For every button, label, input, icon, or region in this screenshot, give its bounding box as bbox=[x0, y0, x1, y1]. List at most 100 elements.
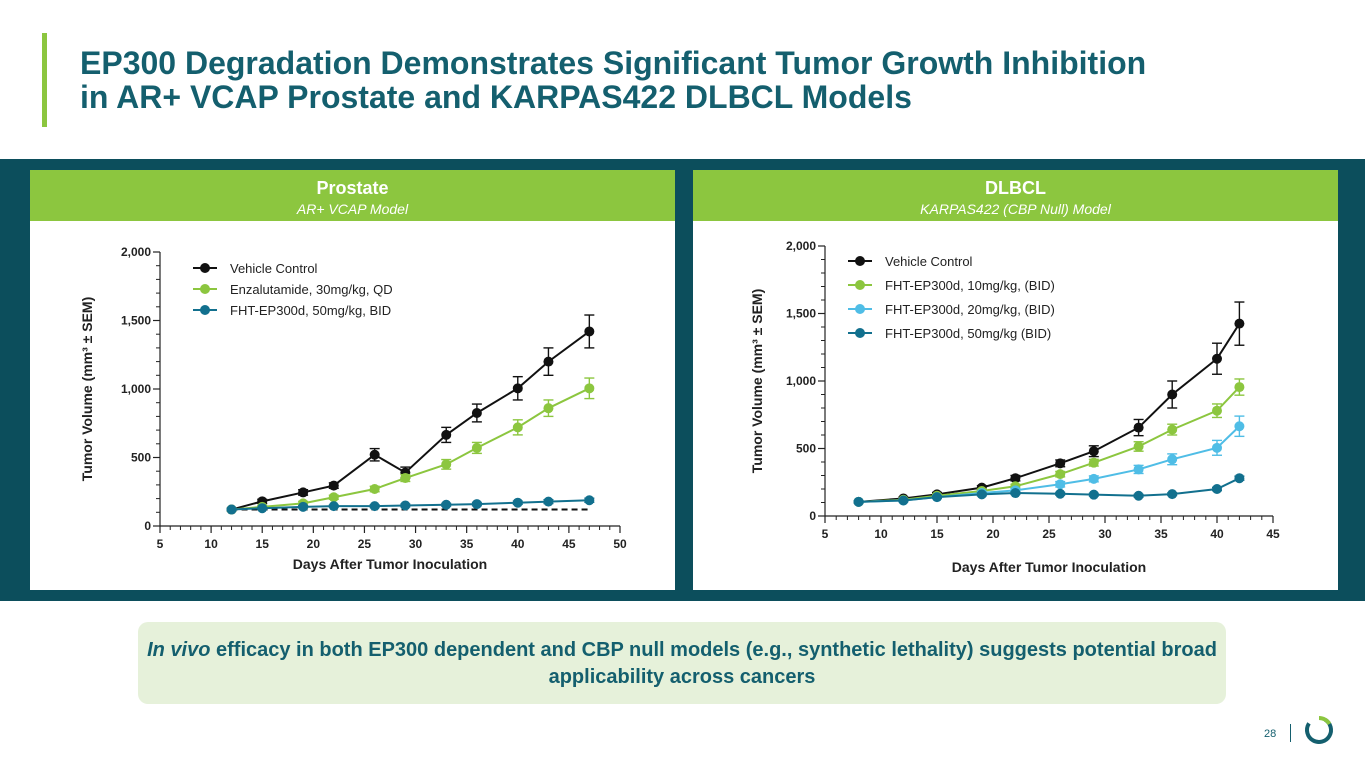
x-tick-label: 40 bbox=[511, 537, 525, 551]
data-point bbox=[328, 492, 339, 503]
data-point bbox=[441, 429, 452, 440]
dlbcl-panel-subtitle: KARPAS422 (CBP Null) Model bbox=[920, 201, 1111, 217]
data-point bbox=[853, 496, 864, 507]
x-axis-label: Days After Tumor Inoculation bbox=[293, 556, 487, 572]
y-tick-label: 1,000 bbox=[786, 374, 816, 388]
legend-label: Vehicle Control bbox=[230, 261, 318, 276]
data-point bbox=[584, 495, 595, 506]
legend-label: FHT-EP300d, 50mg/kg, BID bbox=[230, 303, 391, 318]
data-point bbox=[1133, 441, 1144, 452]
y-tick-label: 1,500 bbox=[786, 307, 816, 321]
series-line bbox=[858, 425, 1241, 503]
data-point bbox=[543, 356, 554, 367]
x-tick-label: 35 bbox=[460, 537, 474, 551]
callout-italic: In vivo bbox=[147, 639, 211, 661]
data-point bbox=[1088, 489, 1099, 500]
y-tick-label: 0 bbox=[809, 509, 816, 523]
x-tick-label: 40 bbox=[1210, 527, 1224, 541]
legend-marker bbox=[855, 328, 865, 338]
dlbcl-panel-title: DLBCL bbox=[985, 178, 1046, 198]
legend-label: Vehicle Control bbox=[885, 254, 973, 269]
data-point bbox=[1055, 469, 1066, 480]
prostate-panel-subtitle: AR+ VCAP Model bbox=[296, 201, 409, 217]
data-point bbox=[1212, 405, 1222, 416]
data-point bbox=[1055, 479, 1066, 490]
legend-label: FHT-EP300d, 10mg/kg, (BID) bbox=[885, 278, 1055, 293]
x-tick-label: 35 bbox=[1154, 527, 1168, 541]
title-accent-bar bbox=[42, 33, 47, 127]
page-separator bbox=[1290, 724, 1291, 742]
data-point bbox=[328, 480, 339, 491]
data-point bbox=[512, 497, 523, 508]
prostate-panel: Prostate AR+ VCAP Model 0 500 1,000 1,500 2,… bbox=[30, 170, 675, 590]
data-point bbox=[1212, 484, 1222, 494]
legend-marker bbox=[855, 256, 865, 266]
dlbcl-panel-header: DLBCL KARPAS422 (CBP Null) Model bbox=[693, 170, 1338, 221]
data-point bbox=[1088, 446, 1099, 457]
y-tick-label: 1,000 bbox=[121, 382, 151, 396]
dlbcl-chart: 0 500 1,000 1,500 2,000 5 10 15 20 25 30 35 40 45 Days… bbox=[749, 239, 1280, 575]
slide-title-line1: EP300 Degradation Demonstrates Significa… bbox=[80, 45, 1147, 81]
y-tick-label: 500 bbox=[796, 442, 816, 456]
data-point bbox=[1234, 382, 1245, 393]
prostate-panel-header: Prostate AR+ VCAP Model bbox=[30, 170, 675, 221]
x-tick-label: 50 bbox=[613, 537, 627, 551]
legend-label: FHT-EP300d, 20mg/kg, (BID) bbox=[885, 302, 1055, 317]
data-point bbox=[1088, 473, 1099, 484]
slide-title-line2: in AR+ VCAP Prostate and KARPAS422 DLBCL… bbox=[80, 79, 912, 115]
data-point bbox=[512, 422, 523, 433]
data-point bbox=[898, 495, 909, 506]
data-point bbox=[400, 473, 411, 484]
data-point bbox=[1010, 473, 1021, 484]
data-point bbox=[369, 484, 380, 495]
data-point bbox=[1133, 490, 1144, 501]
x-tick-label: 5 bbox=[157, 537, 164, 551]
legend-marker bbox=[855, 280, 865, 290]
x-tick-label: 30 bbox=[409, 537, 423, 551]
series-line bbox=[858, 477, 1240, 503]
data-point bbox=[1212, 442, 1222, 453]
x-tick-label: 20 bbox=[986, 527, 1000, 541]
data-point bbox=[1234, 421, 1245, 432]
callout-text: efficacy in both EP300 dependent and CBP… bbox=[210, 639, 1217, 688]
data-point bbox=[369, 449, 380, 460]
y-tick-label: 0 bbox=[144, 519, 151, 533]
data-point bbox=[1088, 457, 1099, 468]
slide-title: EP300 Degradation Demonstrates Significa… bbox=[80, 46, 1280, 114]
x-tick-label: 10 bbox=[204, 537, 218, 551]
data-point bbox=[1167, 424, 1178, 435]
series-line bbox=[858, 386, 1241, 503]
legend-label: Enzalutamide, 30mg/kg, QD bbox=[230, 282, 393, 297]
series-line bbox=[858, 323, 1241, 503]
dlbcl-panel: DLBCL KARPAS422 (CBP Null) Model 0 500 1,0… bbox=[693, 170, 1338, 590]
data-point bbox=[584, 383, 595, 394]
page-number: 28 bbox=[1264, 728, 1277, 740]
data-point bbox=[1212, 353, 1222, 364]
data-point bbox=[543, 403, 554, 414]
x-tick-label: 25 bbox=[1042, 527, 1056, 541]
x-tick-label: 30 bbox=[1098, 527, 1112, 541]
y-tick-label: 500 bbox=[131, 451, 151, 465]
x-tick-label: 25 bbox=[358, 537, 372, 551]
y-tick-label: 2,000 bbox=[786, 239, 816, 253]
data-point bbox=[1055, 458, 1066, 469]
prostate-panel-title: Prostate bbox=[316, 178, 389, 198]
data-point bbox=[441, 499, 452, 510]
data-point bbox=[1055, 488, 1066, 499]
y-tick-label: 2,000 bbox=[121, 245, 151, 259]
y-axis-label: Tumor Volume (mm³ ± SEM) bbox=[79, 297, 95, 482]
data-point bbox=[1167, 389, 1178, 400]
series-line bbox=[231, 387, 590, 511]
data-point bbox=[1167, 489, 1178, 500]
data-point bbox=[471, 407, 482, 418]
legend-label: FHT-EP300d, 50mg/kg (BID) bbox=[885, 326, 1051, 341]
data-point bbox=[1234, 473, 1245, 484]
legend-marker bbox=[855, 304, 865, 314]
data-point bbox=[932, 492, 942, 503]
data-point bbox=[1010, 488, 1021, 499]
data-point bbox=[471, 442, 482, 453]
x-axis-label: Days After Tumor Inoculation bbox=[952, 559, 1146, 575]
legend-marker bbox=[200, 263, 210, 273]
y-axis-label: Tumor Volume (mm³ ± SEM) bbox=[749, 289, 765, 474]
x-tick-label: 15 bbox=[930, 527, 944, 541]
